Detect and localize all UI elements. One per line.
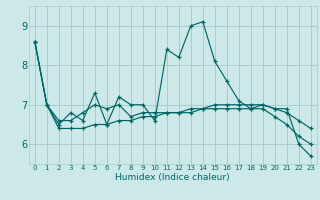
- X-axis label: Humidex (Indice chaleur): Humidex (Indice chaleur): [116, 173, 230, 182]
